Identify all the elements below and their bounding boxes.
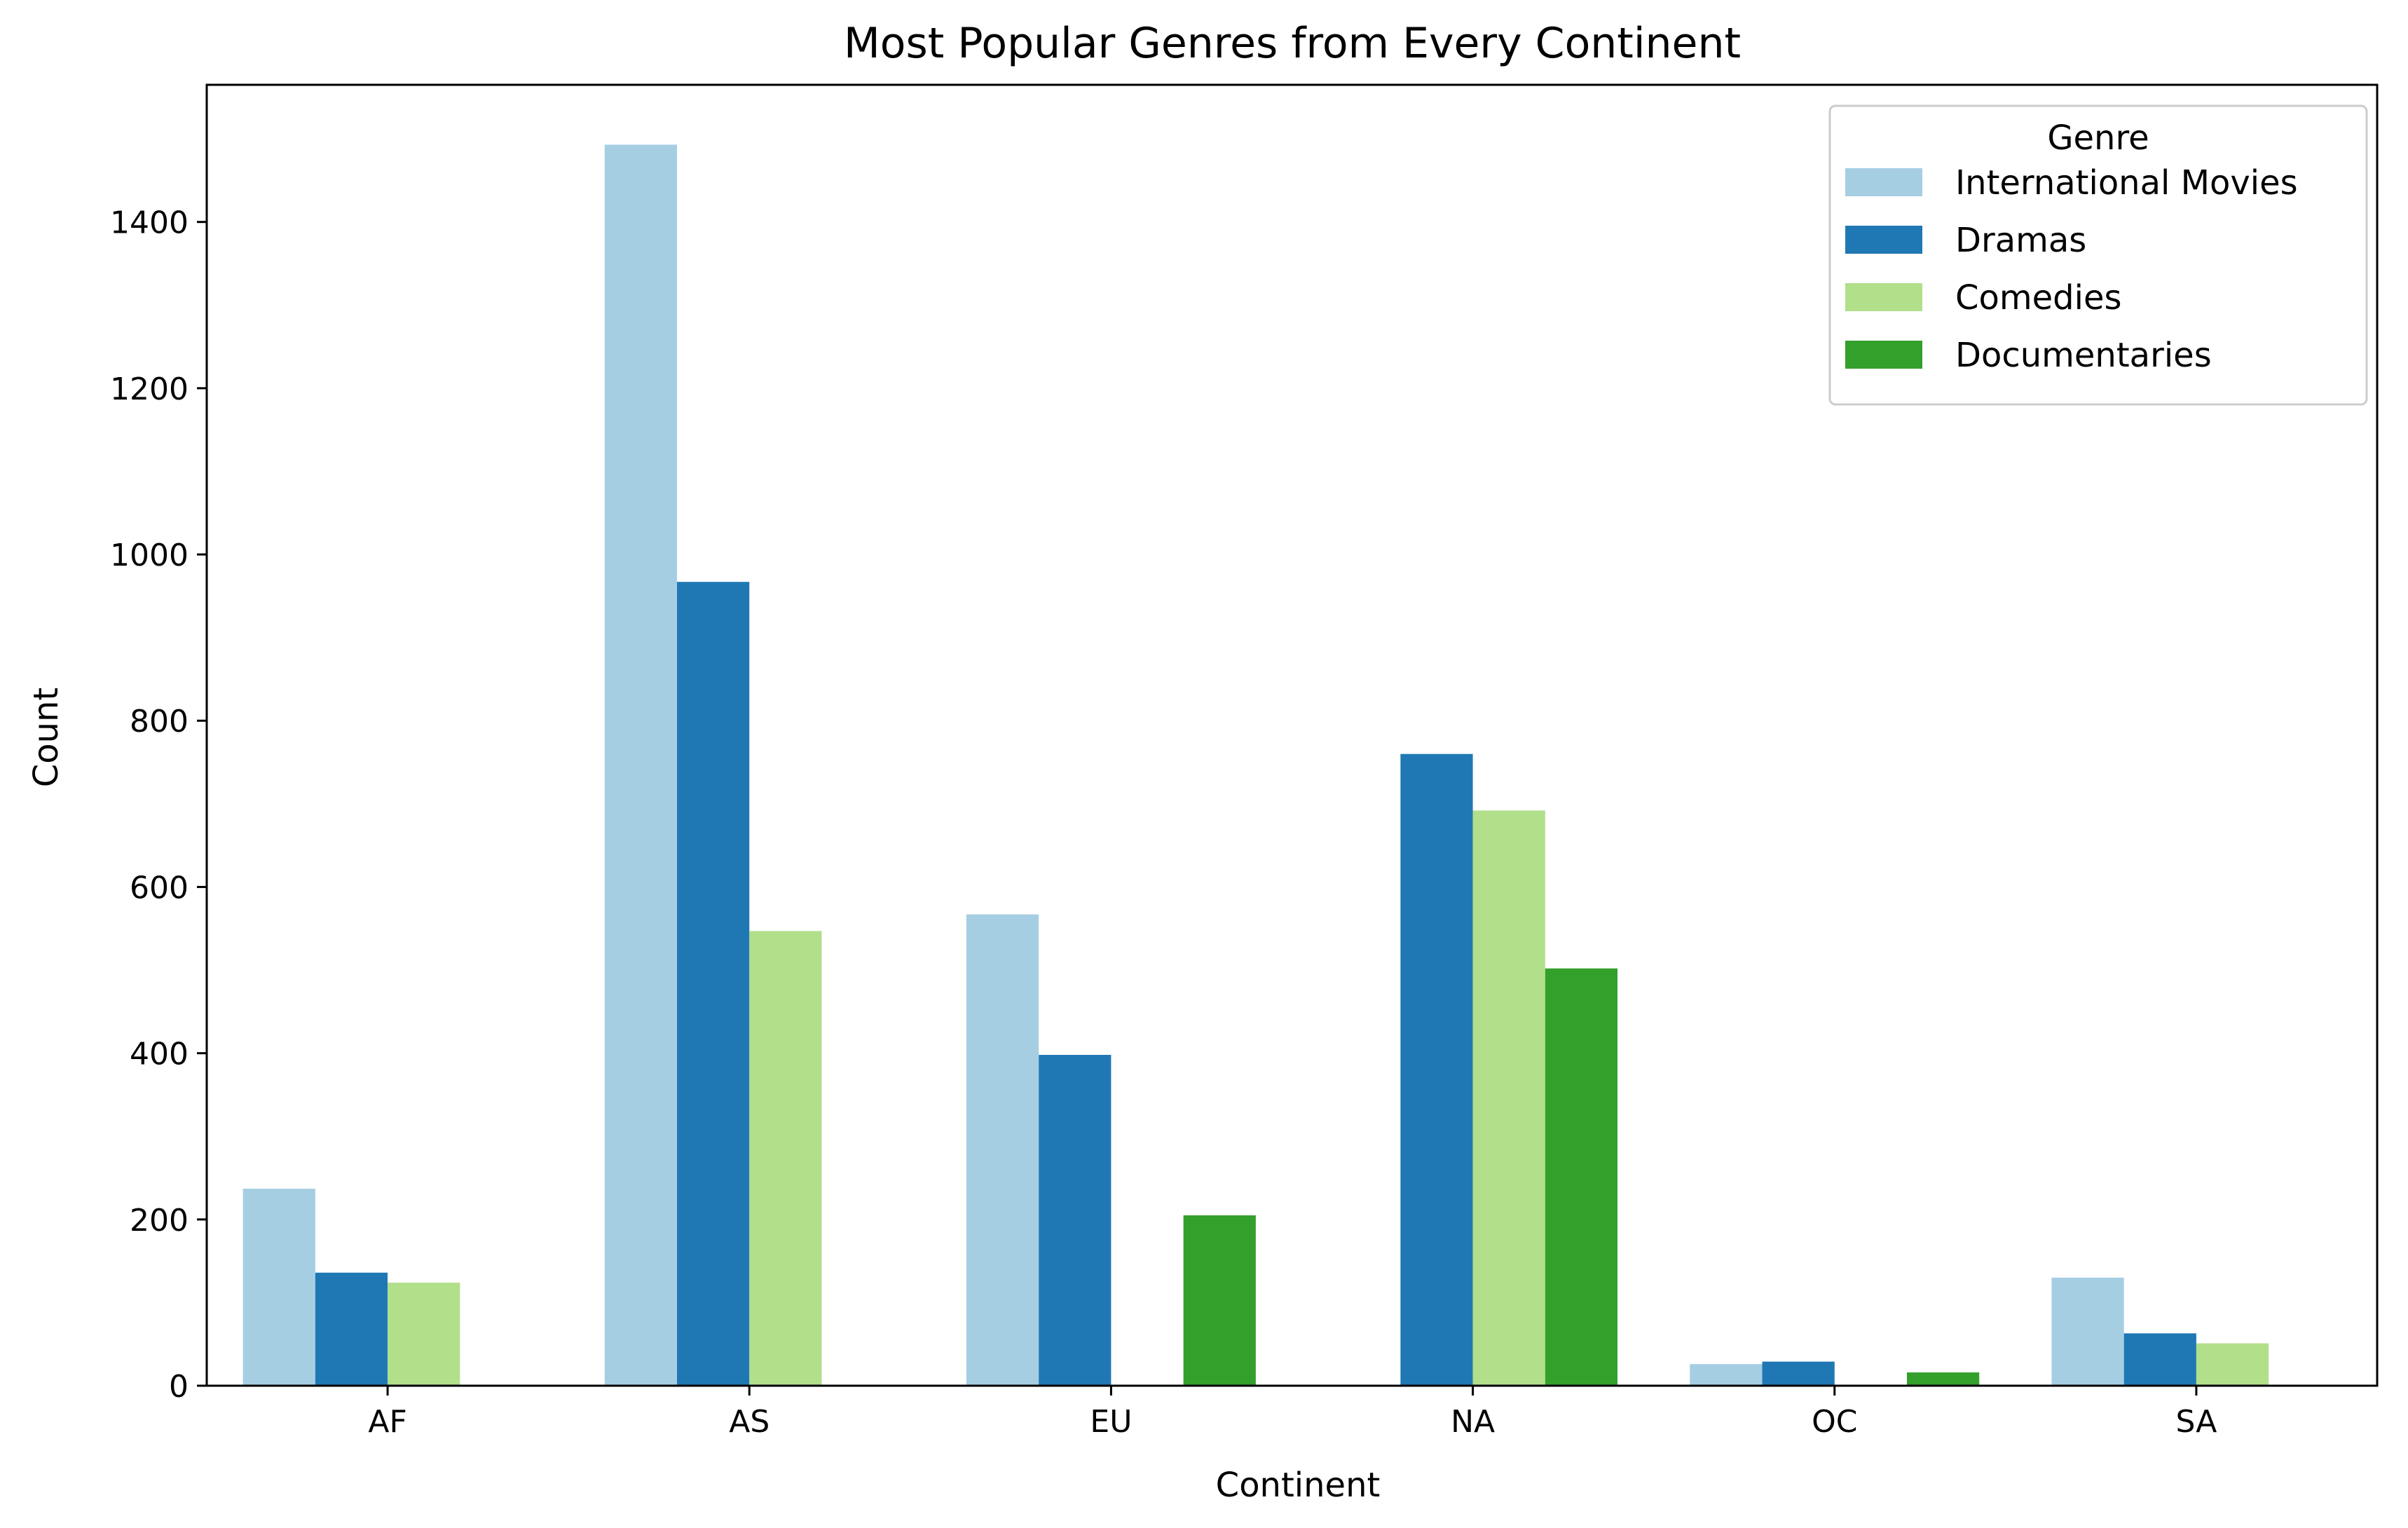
bar-as-series-1 (677, 582, 750, 1386)
bar-oc-series-3 (1906, 1372, 1980, 1386)
legend-swatch (1845, 341, 1922, 369)
plot-frame (205, 83, 2379, 1387)
x-tick-label: NA (1451, 1404, 1495, 1440)
bar-af-series-0 (242, 1188, 315, 1386)
legend-title: Genre (2047, 118, 2149, 158)
bar-eu-series-0 (966, 914, 1039, 1386)
bar-oc-series-1 (1762, 1361, 1835, 1386)
legend-swatch (1845, 168, 1922, 196)
legend: Genre International Movies Dramas Comedies… (1828, 104, 2368, 406)
legend-swatch (1845, 283, 1922, 311)
bar-af-series-1 (315, 1272, 388, 1386)
y-tick-label: 1400 (110, 205, 189, 241)
bar-sa-series-2 (2196, 1343, 2269, 1386)
y-tick-label: 1000 (110, 538, 189, 573)
bar-oc-series-0 (1690, 1364, 1763, 1386)
x-tick-label: EU (1090, 1404, 1132, 1440)
x-axis-ticks: AF AS EU NA OC SA (368, 1386, 2217, 1440)
y-tick-label: 800 (130, 704, 189, 739)
x-tick-label: AS (729, 1404, 769, 1440)
y-axis-ticks: 0 200 400 600 800 1000 1200 1400 (110, 205, 207, 1405)
legend-label: Dramas (1955, 221, 2086, 260)
bar-na-series-3 (1545, 968, 1618, 1386)
y-tick-label: 1200 (110, 371, 189, 407)
bar-as-series-2 (749, 931, 822, 1386)
legend-label: Comedies (1955, 278, 2122, 318)
bar-na-series-2 (1472, 810, 1545, 1386)
x-tick-label: OC (1812, 1404, 1857, 1440)
legend-frame (1828, 104, 2368, 406)
x-tick-label: AF (368, 1404, 406, 1440)
bar-eu-series-1 (1039, 1054, 1111, 1386)
bar-as-series-0 (604, 144, 678, 1386)
x-axis-label: Continent (1216, 1466, 1381, 1505)
bar-sa-series-1 (2123, 1333, 2196, 1386)
bars-layer (242, 144, 2269, 1386)
y-tick-label: 400 (130, 1037, 189, 1072)
legend-label: Documentaries (1955, 336, 2212, 375)
legend-items: International Movies Dramas Comedies Docume… (1845, 163, 2298, 375)
chart-title: Most Popular Genres from Every Continent (844, 19, 1741, 68)
y-tick-label: 600 (130, 870, 189, 906)
bar-af-series-2 (388, 1282, 460, 1386)
bar-eu-series-3 (1183, 1215, 1256, 1386)
bar-sa-series-0 (2051, 1277, 2124, 1386)
y-tick-label: 200 (130, 1203, 189, 1239)
x-tick-label: SA (2175, 1404, 2217, 1440)
bar-na-series-1 (1400, 753, 1473, 1386)
legend-label: International Movies (1955, 163, 2298, 203)
legend-swatch (1845, 226, 1922, 254)
y-axis-label: Count (27, 688, 66, 788)
y-tick-label: 0 (169, 1369, 189, 1405)
